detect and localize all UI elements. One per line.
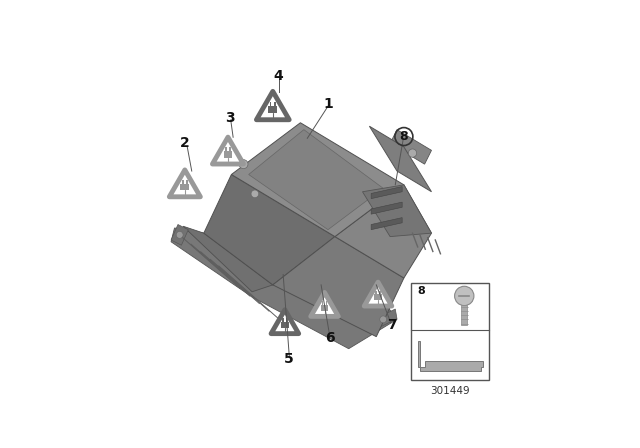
- FancyBboxPatch shape: [412, 283, 489, 380]
- Polygon shape: [418, 341, 483, 371]
- Polygon shape: [390, 129, 431, 164]
- Bar: [268, 106, 277, 113]
- Bar: [180, 184, 189, 190]
- Polygon shape: [271, 310, 299, 334]
- Bar: [269, 102, 271, 106]
- Polygon shape: [311, 293, 339, 316]
- Polygon shape: [170, 170, 200, 197]
- Circle shape: [239, 159, 248, 168]
- Bar: [225, 147, 227, 151]
- Polygon shape: [369, 126, 431, 192]
- Bar: [274, 102, 276, 106]
- Bar: [326, 301, 327, 305]
- Circle shape: [380, 316, 387, 323]
- Bar: [229, 147, 231, 151]
- Circle shape: [176, 232, 183, 238]
- Circle shape: [408, 149, 417, 157]
- Text: 4: 4: [273, 69, 283, 83]
- Polygon shape: [335, 185, 431, 278]
- Bar: [286, 318, 287, 322]
- Polygon shape: [371, 186, 402, 198]
- Bar: [281, 322, 289, 328]
- Polygon shape: [171, 224, 188, 245]
- Text: 7: 7: [387, 318, 397, 332]
- Bar: [223, 151, 232, 158]
- Polygon shape: [183, 226, 273, 292]
- Polygon shape: [273, 237, 404, 336]
- Polygon shape: [371, 218, 402, 230]
- Polygon shape: [212, 137, 243, 164]
- Text: 3: 3: [225, 111, 234, 125]
- Bar: [321, 305, 328, 311]
- Bar: [282, 318, 284, 322]
- Polygon shape: [362, 185, 431, 237]
- Text: 301449: 301449: [431, 386, 470, 396]
- Bar: [461, 305, 467, 325]
- Bar: [379, 291, 381, 294]
- Polygon shape: [257, 91, 289, 120]
- Bar: [182, 180, 184, 184]
- Circle shape: [251, 190, 259, 198]
- Bar: [186, 180, 188, 184]
- Polygon shape: [204, 174, 335, 285]
- Bar: [374, 294, 382, 300]
- Polygon shape: [232, 123, 404, 237]
- Text: 2: 2: [180, 137, 189, 151]
- Text: 8: 8: [417, 286, 425, 296]
- Polygon shape: [373, 309, 397, 330]
- Circle shape: [454, 286, 474, 306]
- Polygon shape: [371, 202, 402, 214]
- Text: 8: 8: [399, 130, 408, 143]
- Text: 1: 1: [323, 97, 333, 111]
- Polygon shape: [249, 129, 383, 230]
- Polygon shape: [171, 228, 397, 349]
- Bar: [376, 291, 377, 294]
- Bar: [322, 301, 323, 305]
- Text: 5: 5: [284, 352, 293, 366]
- Text: 6: 6: [325, 332, 335, 345]
- Polygon shape: [364, 282, 392, 306]
